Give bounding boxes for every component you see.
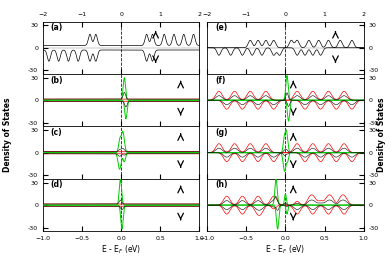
Text: Density of States: Density of States <box>377 97 386 172</box>
X-axis label: E - E$_F$ (eV): E - E$_F$ (eV) <box>101 243 142 256</box>
Text: (h): (h) <box>215 180 228 189</box>
Text: (d): (d) <box>51 180 63 189</box>
Text: Density of States: Density of States <box>3 97 13 172</box>
Text: (a): (a) <box>51 23 63 32</box>
Text: (c): (c) <box>51 128 63 137</box>
Text: (b): (b) <box>51 76 63 84</box>
X-axis label: E - E$_F$ (eV): E - E$_F$ (eV) <box>265 243 306 256</box>
Text: (e): (e) <box>215 23 227 32</box>
Text: (g): (g) <box>215 128 228 137</box>
Text: (f): (f) <box>215 76 226 84</box>
